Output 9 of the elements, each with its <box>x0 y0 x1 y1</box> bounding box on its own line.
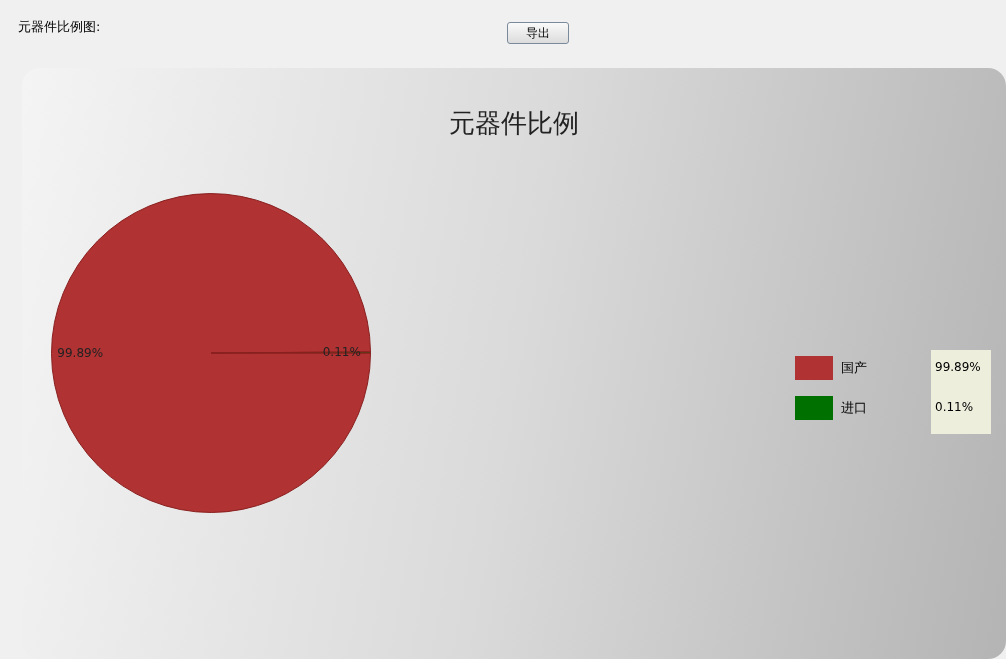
legend-label: 国产 <box>841 359 867 377</box>
text: 0.11% <box>935 400 974 414</box>
data-label: 99.89% <box>57 345 104 360</box>
data-label: 0.11% <box>322 344 361 359</box>
chart-title: 元器件比例 <box>449 107 579 138</box>
export-button[interactable]: 导出 <box>507 22 569 44</box>
text: 元器件比例图: <box>18 18 101 36</box>
legend-label: 进口 <box>841 399 867 417</box>
text: 99.89% <box>935 360 981 374</box>
